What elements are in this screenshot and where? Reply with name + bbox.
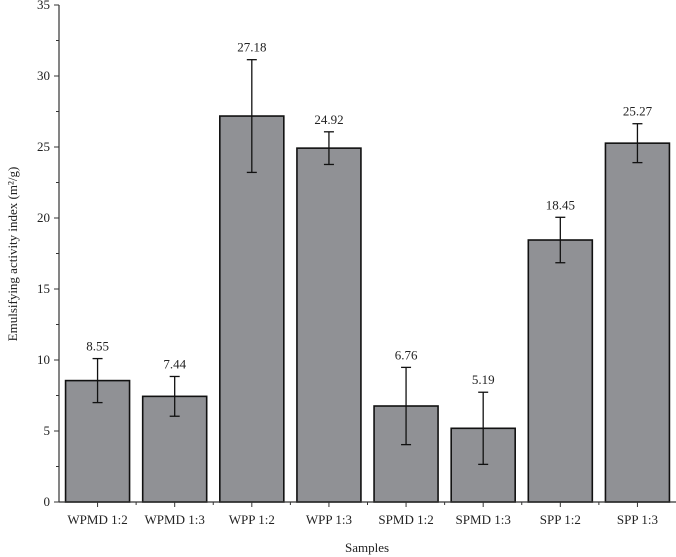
y-tick-label: 25 [37,139,50,154]
bar [604,142,671,503]
x-tick-label: SPMD 1:2 [378,512,433,527]
x-axis-label: Samples [345,540,389,555]
bar [296,147,362,503]
y-tick-label: 0 [44,494,51,509]
bar [527,239,594,503]
bar [219,115,285,503]
data-label: 7.44 [163,356,186,371]
x-tick-label: SPP 1:3 [617,512,658,527]
x-tick-label: SPMD 1:3 [456,512,511,527]
y-tick-label: 30 [37,68,50,83]
y-tick-label: 20 [37,210,50,225]
x-tick-label: WPMD 1:3 [145,512,205,527]
data-label: 27.18 [237,40,266,55]
data-label: 18.45 [546,197,575,212]
y-axis-label: Emulsifying activity index (m²/g) [5,167,20,342]
y-tick-label: 35 [37,0,50,12]
data-label: 6.76 [395,347,418,362]
x-tick-label: WPMD 1:2 [67,512,127,527]
data-label: 5.19 [472,372,495,387]
data-label: 24.92 [314,112,343,127]
data-label: 8.55 [86,339,109,354]
y-tick-label: 10 [37,352,50,367]
x-tick-label: WPP 1:2 [229,512,275,527]
x-tick-label: SPP 1:2 [540,512,581,527]
data-label: 25.27 [623,104,653,119]
y-tick-label: 5 [44,423,51,438]
x-tick-label: WPP 1:3 [306,512,352,527]
y-tick-label: 15 [37,281,50,296]
